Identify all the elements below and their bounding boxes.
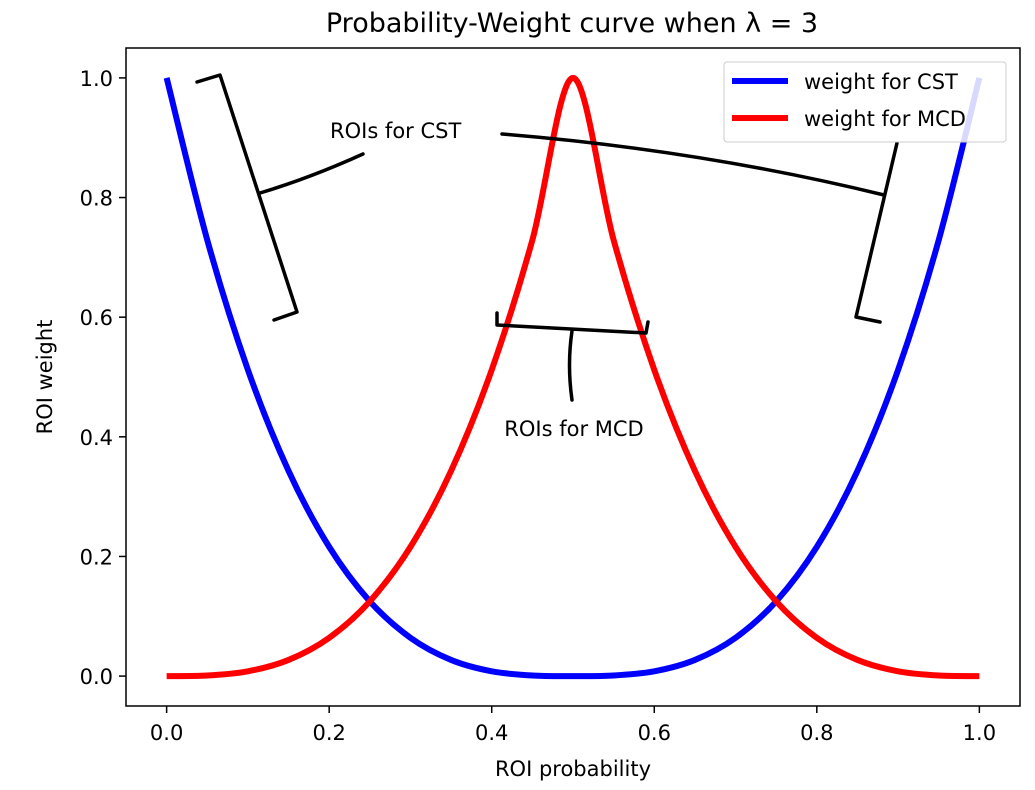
plot-series bbox=[163, 74, 983, 680]
legend-frame bbox=[723, 61, 1007, 143]
y-tick-label: 0.6 bbox=[80, 306, 113, 330]
x-tick-label: 0.4 bbox=[475, 721, 508, 745]
cst-right-bracket bbox=[854, 141, 899, 324]
y-axis-label: ROI weight bbox=[33, 320, 57, 435]
annotation-strokes bbox=[195, 73, 899, 402]
cst-left-pointer bbox=[258, 152, 365, 195]
y-tick-label: 0.8 bbox=[80, 187, 113, 211]
x-tick-label: 0.2 bbox=[312, 721, 345, 745]
mcd-pointer bbox=[567, 329, 574, 402]
mcd-bracket bbox=[495, 311, 650, 335]
y-tick-label: 0.4 bbox=[80, 426, 113, 450]
annotation-rois-for-cst: ROIs for CST bbox=[330, 119, 461, 143]
cst-right-pointer bbox=[500, 132, 886, 197]
x-axis-label: ROI probability bbox=[495, 757, 651, 781]
plot-frame bbox=[125, 47, 1021, 707]
chart-title: Probability-Weight curve when λ = 3 bbox=[326, 8, 818, 39]
cst-left-bracket bbox=[195, 73, 299, 322]
x-tick-label: 0.0 bbox=[150, 721, 183, 745]
y-tick-label: 0.0 bbox=[80, 665, 113, 689]
series-line-cst bbox=[163, 77, 983, 680]
y-axis-ticks: 0.0 0.2 0.4 0.6 0.8 1.0 bbox=[80, 67, 126, 689]
series-line-mcd bbox=[166, 74, 980, 680]
y-tick-label: 1.0 bbox=[80, 67, 113, 91]
legend-label-cst: weight for CST bbox=[804, 70, 958, 94]
annotation-rois-for-mcd: ROIs for MCD bbox=[504, 417, 643, 441]
x-tick-label: 1.0 bbox=[963, 721, 996, 745]
legend-label-mcd: weight for MCD bbox=[804, 107, 966, 131]
legend: weight for CST weight for MCD bbox=[723, 61, 1007, 143]
x-axis-ticks: 0.0 0.2 0.4 0.6 0.8 1.0 bbox=[150, 706, 996, 745]
x-tick-label: 0.8 bbox=[800, 721, 833, 745]
y-tick-label: 0.2 bbox=[80, 545, 113, 569]
x-tick-label: 0.6 bbox=[638, 721, 671, 745]
